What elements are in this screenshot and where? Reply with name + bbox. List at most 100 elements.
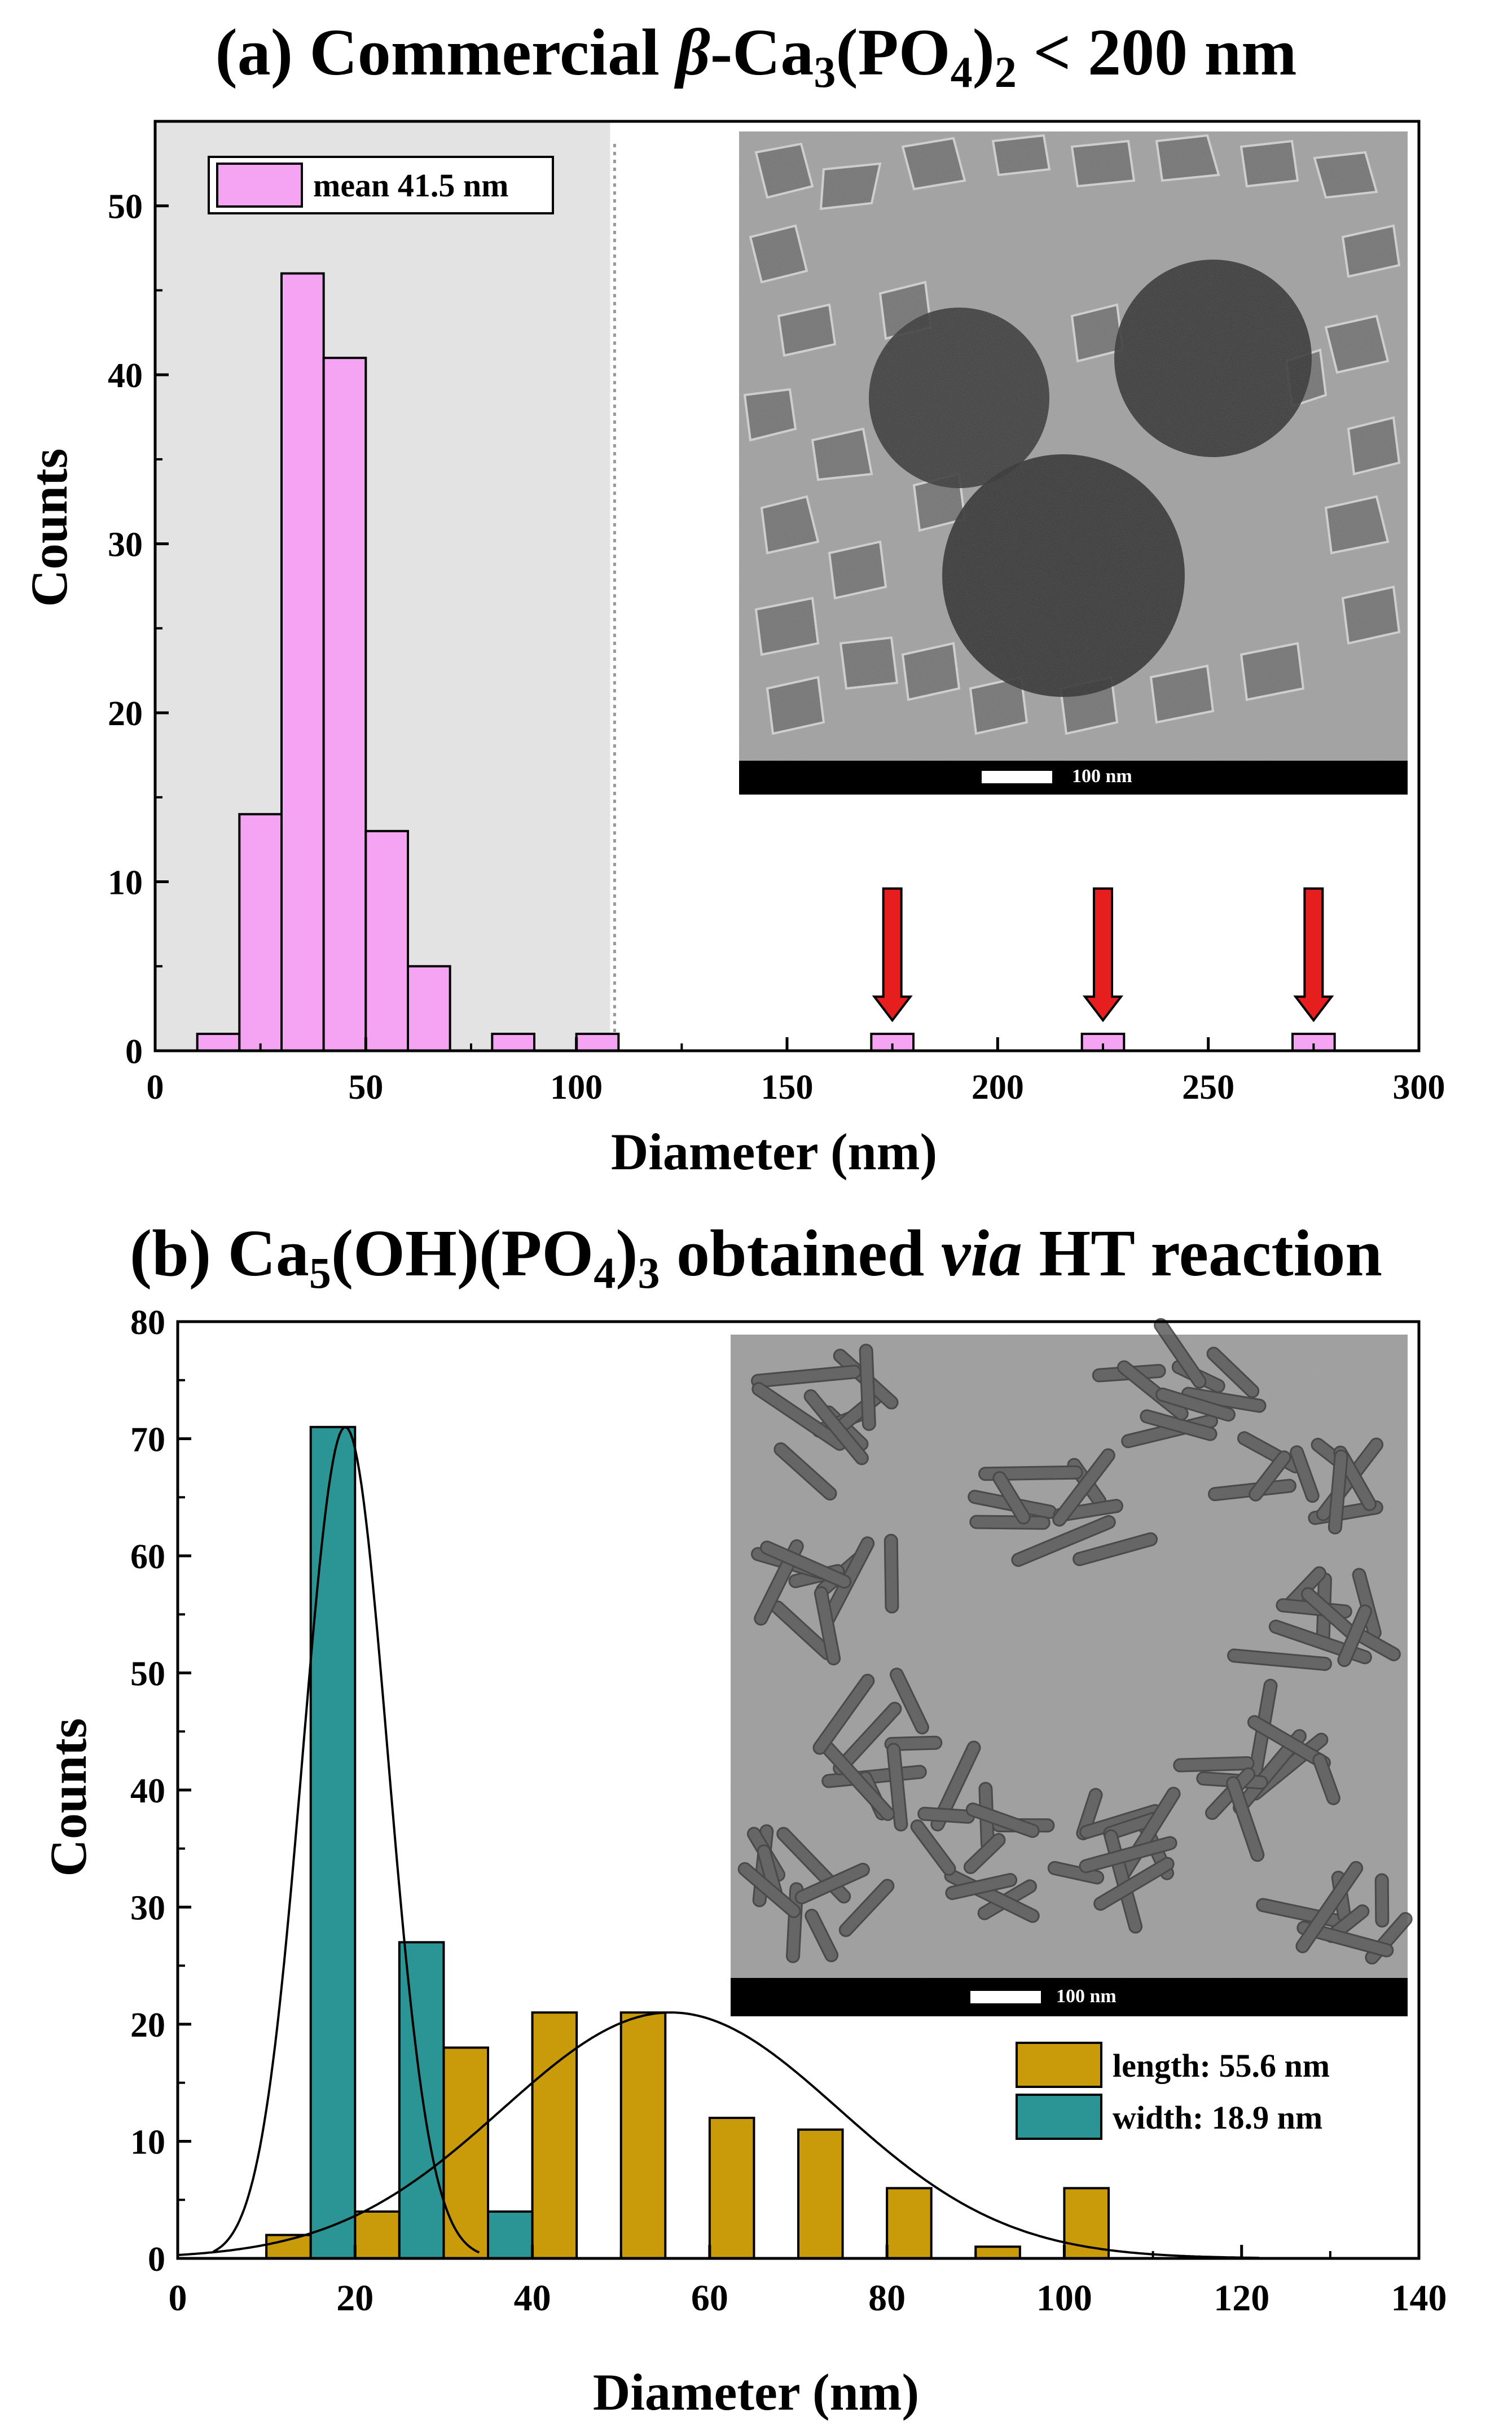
nanorod xyxy=(992,1471,1031,1525)
title-b-via: via xyxy=(941,1216,1022,1290)
a-y-tick-label: 20 xyxy=(108,695,143,733)
nanorod xyxy=(965,1802,1040,1838)
nanorod xyxy=(1247,1715,1331,1770)
nanorod xyxy=(886,1743,908,1832)
b-legend: length: 55.6 nm width: 18.9 nm xyxy=(1016,2042,1330,2140)
b-x-tick-label: 120 xyxy=(1214,2278,1269,2319)
b-x-tick-label: 140 xyxy=(1391,2278,1447,2319)
b-legend-label-width: width: 18.9 nm xyxy=(1113,2099,1322,2136)
nanorod xyxy=(803,1389,869,1466)
nanorods xyxy=(737,1318,1413,1965)
b-legend-swatch-length xyxy=(1016,2042,1102,2088)
title-a-close: ) xyxy=(973,15,995,89)
nanorod xyxy=(1047,1861,1105,1885)
panel-a-title: (a) Commercial β-Ca3(PO4)2 < 200 nm xyxy=(215,15,1296,96)
b-fit-curve-width xyxy=(212,1426,480,2254)
panel-b-title: (b) Ca5(OH)(PO4)3 obtained via HT reacti… xyxy=(130,1216,1382,1297)
title-b-suffix: HT reaction xyxy=(1022,1216,1382,1290)
a-x-tick-label: 100 xyxy=(550,1068,603,1107)
title-a-suffix: < 200 nm xyxy=(1017,15,1297,89)
a-legend-label: mean 41.5 nm xyxy=(313,167,508,204)
a-y-tick-label: 10 xyxy=(108,864,143,902)
b-bar-length xyxy=(974,2245,1021,2260)
a-x-tick-label: 150 xyxy=(761,1068,814,1107)
a-bar xyxy=(575,1033,620,1052)
title-a-sub3: 3 xyxy=(814,47,836,96)
nanorod xyxy=(833,1701,902,1776)
a-highlight-arrow xyxy=(872,887,913,1023)
nanorod xyxy=(1337,1604,1372,1668)
b-legend-label-length: length: 55.6 nm xyxy=(1113,2047,1330,2084)
panel-b: (b) Ca5(OH)(PO4)3 obtained via HT reacti… xyxy=(39,1216,1447,2421)
nanorod xyxy=(794,1862,870,1905)
nanorod xyxy=(838,1879,895,1937)
title-b-close: ) xyxy=(616,1216,638,1290)
nanorod xyxy=(1073,1532,1158,1567)
b-y-tick-label: 50 xyxy=(130,1655,165,1694)
nanorod xyxy=(773,1442,837,1501)
nanorod xyxy=(1312,1753,1340,1805)
nanorod xyxy=(737,1862,801,1918)
b-x-tick-label: 100 xyxy=(1036,2278,1092,2319)
nanorod xyxy=(1052,1448,1115,1527)
nanorod xyxy=(1290,1445,1320,1503)
b-y-tick-label: 20 xyxy=(130,2006,165,2045)
a-legend-swatch xyxy=(216,163,303,208)
inset-tem-image-b: 100 nm xyxy=(731,1318,1413,2016)
nanorod xyxy=(1249,1450,1291,1502)
a-bar xyxy=(491,1033,535,1052)
nanorod xyxy=(1079,1836,1177,1874)
nanorod xyxy=(1093,1857,1175,1911)
nanorod xyxy=(1328,1449,1348,1535)
b-x-tick-label: 40 xyxy=(514,2278,551,2319)
panel-a: (a) Commercial β-Ca3(PO4)2 < 200 nm xyxy=(20,15,1445,1181)
a-legend: mean 41.5 nm xyxy=(208,156,554,214)
b-y-tick-label: 0 xyxy=(148,2240,165,2279)
a-x-axis-label: Diameter (nm) xyxy=(611,1123,937,1181)
a-x-tick-label: 250 xyxy=(1182,1068,1234,1107)
b-bar-length xyxy=(354,2210,401,2260)
b-x-axis-label: Diameter (nm) xyxy=(593,2363,919,2421)
title-b-sub3: 3 xyxy=(638,1248,660,1297)
b-x-tick-label: 0 xyxy=(169,2278,187,2319)
nanorod xyxy=(884,1533,899,1614)
a-y-axis-label: Counts xyxy=(20,448,78,607)
scale-label-a: 100 nm xyxy=(1072,766,1132,787)
nanorod xyxy=(1011,1515,1116,1567)
a-highlight-arrow xyxy=(1293,887,1334,1023)
b-bar-width xyxy=(487,2210,534,2260)
nanorod xyxy=(751,1365,862,1388)
a-bar xyxy=(196,1033,241,1052)
nanorod xyxy=(1206,1346,1260,1398)
a-y-tick-label: 40 xyxy=(108,357,143,395)
nanorod xyxy=(1117,1360,1189,1421)
a-y-tick-label: 0 xyxy=(125,1033,143,1071)
b-bar-width xyxy=(309,1425,357,2260)
nanorod xyxy=(812,1674,875,1755)
scale-bar-b xyxy=(970,1991,1041,2003)
scale-label-b: 100 nm xyxy=(1056,1986,1117,2007)
b-y-tick-label: 10 xyxy=(130,2124,165,2162)
nanorod xyxy=(814,1586,841,1666)
a-x-tick-label: 300 xyxy=(1393,1068,1445,1107)
title-a-beta: β xyxy=(674,15,710,89)
b-bar-length xyxy=(531,2011,578,2260)
b-fit-curves xyxy=(177,1426,1260,2259)
title-b-sub4: 4 xyxy=(594,1248,616,1297)
nanorod xyxy=(1295,1861,1364,1954)
nanorod xyxy=(890,1668,929,1735)
a-y-tick-label: 50 xyxy=(108,188,143,226)
title-a-sub4: 4 xyxy=(951,47,973,96)
title-b-sub5: 5 xyxy=(309,1248,331,1297)
nanorod xyxy=(1154,1318,1207,1389)
b-y-tick-label: 60 xyxy=(130,1538,165,1576)
a-arrows xyxy=(872,887,1334,1023)
nanorod xyxy=(910,1819,956,1876)
a-axes: 0 50 100 150 200 250 300 0 10 20 30 40 50 xyxy=(108,120,1445,1107)
nanorod xyxy=(969,1515,1051,1530)
a-bar xyxy=(280,272,325,1052)
a-y-tick-label: 30 xyxy=(108,526,143,564)
b-bar-length xyxy=(708,2117,755,2260)
nanorod xyxy=(1374,1873,1390,1928)
